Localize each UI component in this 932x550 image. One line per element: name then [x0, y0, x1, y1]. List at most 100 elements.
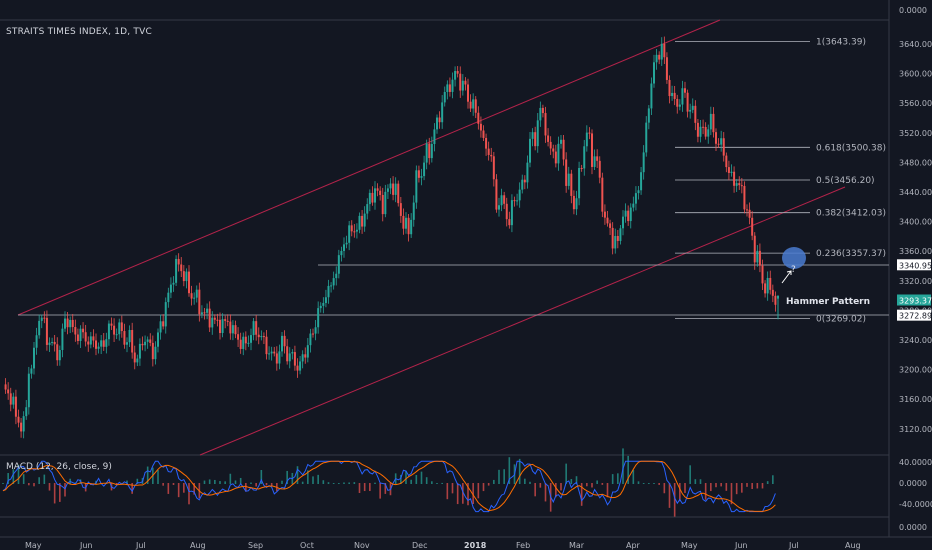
- candle-body: [213, 317, 216, 320]
- macd-histogram-bar: [539, 483, 542, 488]
- candle-body: [110, 323, 113, 326]
- candle-body: [769, 277, 772, 290]
- candle-body: [634, 193, 637, 204]
- candle-body: [61, 328, 64, 350]
- macd-histogram-bar: [43, 474, 46, 484]
- macd-histogram-bar: [756, 483, 759, 489]
- candle-body: [371, 192, 374, 203]
- time-tick-label: Jun: [734, 541, 748, 550]
- macd-histogram-bar: [684, 483, 686, 493]
- candle-body: [567, 173, 570, 186]
- candle-body: [169, 284, 172, 293]
- candle-body: [399, 203, 402, 216]
- candle-body: [516, 200, 519, 202]
- macd-histogram-bar: [725, 483, 728, 491]
- price-axis[interactable]: 0.0000 3640.00 3600.00 3560.00 3520.00 3480.0…: [897, 6, 932, 434]
- candle-body: [547, 135, 550, 142]
- macd-histogram-bar: [327, 482, 330, 484]
- macd-histogram-bar: [704, 483, 707, 500]
- macd-histogram-bar: [648, 483, 650, 484]
- candle-body: [74, 327, 77, 335]
- candle-body: [306, 345, 309, 358]
- candle-body: [691, 105, 694, 110]
- candle-body: [291, 352, 294, 354]
- candle-body: [361, 215, 364, 227]
- time-tick-label: Feb: [516, 541, 530, 550]
- macd-histogram-bar: [518, 458, 521, 484]
- candle-body: [423, 162, 426, 177]
- candle-body: [314, 327, 317, 334]
- candle-body: [159, 321, 162, 333]
- macd-indicator-label[interactable]: MACD (12, 26, close, 9): [6, 462, 112, 472]
- macd-histogram-bar: [17, 464, 20, 484]
- lower-pane-axis-label: 0.0000: [899, 523, 927, 532]
- candle-body: [518, 189, 521, 201]
- candle-body: [583, 146, 586, 169]
- price-tick-label: 3240.00: [899, 336, 932, 345]
- fibonacci-retracement[interactable]: 1(3643.39) 0.618(3500.38) 0.5(3456.20) 0.38…: [675, 37, 886, 325]
- candle-body: [433, 129, 436, 145]
- macd-histogram-bar: [637, 481, 640, 484]
- macd-histogram-bar: [12, 469, 15, 484]
- candle-body: [286, 346, 289, 362]
- price-tick-label: 3520.00: [899, 129, 932, 138]
- candle-body: [753, 235, 756, 263]
- time-axis[interactable]: May Jun Jul Aug Sep Oct Nov Dec 2018 Feb Mar Apr May…: [25, 541, 861, 550]
- candle-body: [211, 317, 214, 328]
- candle-body: [250, 335, 252, 343]
- macd-histogram-bar: [260, 469, 263, 484]
- time-tick-label: Jun: [79, 541, 93, 550]
- candle-body: [609, 223, 612, 228]
- candle-body: [668, 79, 671, 97]
- candle-body: [66, 318, 69, 328]
- price-badge: [897, 259, 931, 271]
- candle-body: [428, 143, 431, 159]
- macd-histogram-bar: [245, 483, 247, 492]
- macd-histogram-bar: [22, 474, 25, 484]
- candle-body: [709, 113, 712, 130]
- candle-body: [355, 229, 358, 232]
- support-lines[interactable]: [18, 264, 889, 316]
- candle-body: [720, 138, 723, 145]
- candle-body: [479, 123, 482, 131]
- target-highlight-ellipse[interactable]: [782, 247, 806, 269]
- candle-body: [588, 132, 591, 134]
- macd-axis-label: 40.0000: [899, 458, 932, 467]
- macd-histogram-bar: [379, 483, 381, 499]
- macd-histogram-bar: [234, 480, 237, 484]
- candle-body: [614, 236, 617, 249]
- candle-body: [570, 173, 573, 196]
- candle-body: [138, 343, 141, 359]
- candle-body: [578, 167, 581, 199]
- macd-histogram-bar: [689, 465, 691, 484]
- macd-histogram-bar: [456, 483, 459, 505]
- candle-body: [33, 347, 35, 369]
- candle-body: [239, 339, 242, 349]
- macd-histogram-bar: [642, 483, 645, 484]
- fib-level-label: 0.236(3357.37): [816, 249, 886, 259]
- candle-body: [131, 330, 134, 353]
- macd-histogram-bar: [668, 483, 671, 508]
- candle-body: [368, 192, 371, 205]
- candle-body: [461, 80, 464, 91]
- macd-histogram-bar: [735, 483, 738, 495]
- candle-body: [231, 325, 234, 334]
- macd-histogram-bar: [617, 473, 619, 484]
- candle-body: [407, 217, 410, 235]
- macd-histogram-bar: [374, 482, 376, 484]
- candle-body: [206, 308, 209, 313]
- candle-body: [376, 188, 379, 191]
- candle-body: [678, 104, 681, 107]
- macd-histogram-bar: [436, 483, 438, 484]
- hammer-pattern-label: Hammer Pattern: [786, 297, 871, 307]
- candle-body: [319, 305, 322, 309]
- candle-body: [262, 336, 265, 338]
- trend-channel[interactable]: [17, 19, 846, 456]
- time-tick-label: May: [681, 541, 698, 550]
- candle-body: [645, 122, 648, 153]
- macd-histogram-bar: [332, 483, 335, 484]
- candle-body: [278, 351, 281, 364]
- macd-histogram-bar: [136, 478, 139, 484]
- macd-histogram-bar: [286, 470, 288, 484]
